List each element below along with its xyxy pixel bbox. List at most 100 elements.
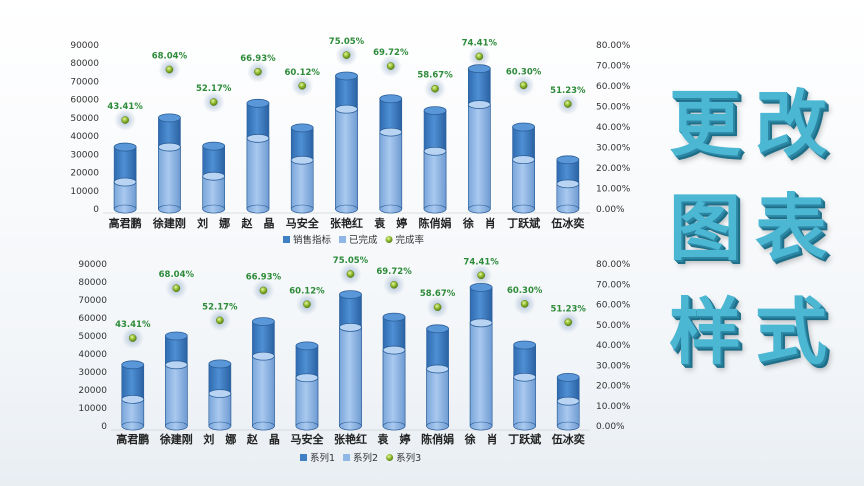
- bar-done-cap: [556, 179, 580, 189]
- legend-label-series-2: 已完成: [349, 234, 378, 246]
- bar-done-body: [295, 377, 319, 427]
- bar-target-cap: [426, 324, 449, 334]
- bar-done: [202, 171, 226, 214]
- category-label: 高君鹏: [116, 432, 149, 446]
- bar-done-cap: [295, 373, 319, 383]
- y-tick-label: 80000: [70, 59, 99, 69]
- bar-done-body: [426, 368, 449, 427]
- bar-target-cap: [512, 122, 535, 132]
- legend-swatch-series-3: [385, 236, 393, 243]
- bar-done-body: [382, 349, 406, 427]
- bar-done: [164, 360, 188, 431]
- rate-marker: [390, 280, 398, 289]
- bar-done-cap: [252, 351, 275, 361]
- y-tick-label: 0: [101, 422, 107, 432]
- rate-data-label: 58.67%: [420, 289, 456, 299]
- y2-tick-label: 20.00%: [596, 382, 631, 392]
- bar-done-base: [556, 204, 580, 214]
- side-title-char: 表: [754, 186, 827, 270]
- category-label: 徐 肖: [462, 216, 496, 230]
- bar-done-base: [426, 421, 449, 431]
- category-label: 陈俏娟: [421, 432, 454, 446]
- y2-tick-label: 60.00%: [596, 82, 631, 92]
- legend-swatch-series-3: [386, 454, 394, 461]
- rate-data-label: 60.12%: [289, 286, 325, 296]
- bar-done-base: [513, 421, 536, 431]
- bar-done: [246, 133, 270, 214]
- bar-done-body: [468, 104, 491, 210]
- bar-target-cap: [295, 341, 319, 351]
- bar-target-cap: [290, 123, 314, 133]
- bar-done: [379, 127, 403, 214]
- bar-done: [513, 372, 537, 431]
- bar-done-cap: [335, 104, 358, 114]
- rate-data-label: 51.23%: [550, 86, 586, 96]
- rate-marker: [128, 334, 137, 342]
- rate-data-label: 51.23%: [551, 304, 587, 314]
- y2-tick-label: 40.00%: [596, 123, 631, 133]
- bar-done-base: [113, 204, 137, 214]
- rate-marker: [431, 84, 439, 93]
- bar-done-cap: [469, 318, 493, 328]
- category-label: 伍冰奕: [551, 432, 586, 446]
- chart-bottom: 0 10000 20000 30000 40000 50000 60000 70000 8000…: [78, 256, 630, 464]
- bar-done-cap: [513, 372, 537, 382]
- rate-marker: [298, 81, 307, 90]
- bar-target-cap: [252, 317, 275, 327]
- rate-data-label: 60.30%: [507, 286, 543, 296]
- side-title-char: 改: [754, 82, 827, 166]
- bar-done: [252, 351, 275, 431]
- category-label: 马安全: [286, 216, 320, 230]
- rate-marker: [564, 100, 572, 108]
- bar-done: [469, 318, 493, 431]
- rate-data-label: 52.17%: [196, 84, 232, 94]
- bar-target-cap: [339, 290, 362, 300]
- legend-label-series-1: 系列1: [310, 452, 335, 464]
- y-tick-label: 0: [93, 205, 99, 215]
- bar-done-base: [468, 204, 491, 214]
- bar-done: [113, 177, 137, 214]
- bar-done: [382, 345, 406, 431]
- bar-done-cap: [202, 171, 226, 181]
- category-label: 伍冰奕: [550, 216, 585, 230]
- rate-data-label: 75.05%: [333, 256, 369, 266]
- bar-done-base: [208, 421, 232, 431]
- y-tick-label: 70000: [78, 296, 107, 306]
- bar-done-body: [512, 159, 535, 210]
- bar-target-cap: [423, 106, 447, 115]
- bar-done-body: [246, 137, 270, 210]
- rate-marker: [165, 65, 174, 74]
- y2-tick-label: 0.00%: [596, 422, 625, 432]
- legend-label-series-1: 销售指标: [293, 234, 332, 246]
- rate-data-label: 75.05%: [329, 37, 365, 47]
- rate-data-label: 66.93%: [246, 272, 282, 282]
- bar-target-cap: [382, 312, 406, 322]
- bar-done: [208, 389, 232, 431]
- y2-tick-label: 10.00%: [596, 402, 631, 412]
- bar-done-body: [335, 108, 358, 210]
- y2-tick-label: 20.00%: [596, 164, 631, 174]
- rate-marker: [386, 62, 395, 70]
- bar-done-body: [165, 364, 188, 427]
- bar-target-cap: [113, 142, 137, 152]
- bar-target-cap: [164, 331, 188, 341]
- y-tick-label: 80000: [78, 278, 107, 288]
- bar-done-base: [158, 204, 181, 214]
- y-tick-label: 60000: [70, 96, 99, 106]
- bar-target-cap: [556, 372, 580, 382]
- bar-done-body: [469, 322, 493, 427]
- rate-data-label: 60.12%: [285, 68, 321, 78]
- category-label: 高君鹏: [109, 216, 142, 230]
- bar-done-base: [295, 421, 319, 431]
- side-title-char: 图: [668, 186, 741, 270]
- bar-done-base: [469, 421, 493, 431]
- rate-marker: [433, 303, 442, 312]
- y-tick-label: 10000: [78, 404, 107, 414]
- bar-target-cap: [513, 340, 537, 350]
- y2-tick-label: 50.00%: [596, 321, 631, 331]
- bar-done: [295, 373, 319, 431]
- bar-done-base: [165, 421, 188, 431]
- bar-done-cap: [379, 127, 403, 137]
- category-label: 丁跃斌: [508, 432, 541, 446]
- bar-done-body: [208, 393, 232, 427]
